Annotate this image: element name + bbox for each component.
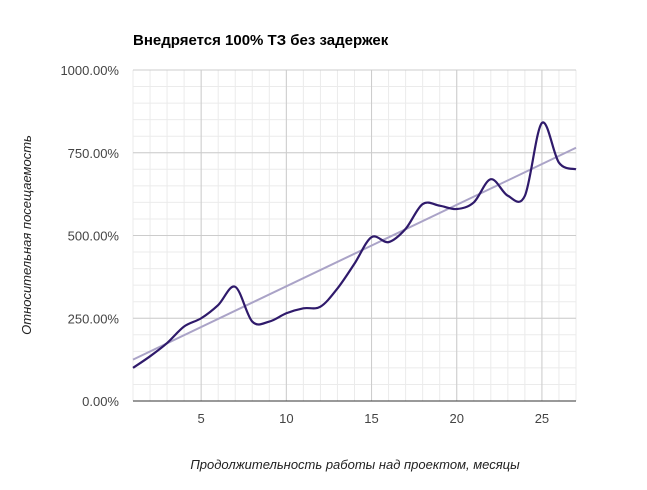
y-tick-label: 500.00% xyxy=(68,229,120,244)
series-line-attendance xyxy=(132,121,577,369)
trend-line xyxy=(132,146,577,361)
y-tick-label: 0.00% xyxy=(82,394,119,409)
y-axis-ticks: 0.00% 250.00% 500.00% 750.00% 1000.00% xyxy=(60,63,119,409)
x-tick-label: 20 xyxy=(449,411,463,426)
trend-line-group xyxy=(132,146,577,361)
x-tick-label: 15 xyxy=(364,411,378,426)
x-tick-label: 10 xyxy=(279,411,293,426)
x-axis-title: Продолжительность работы над проектом, м… xyxy=(190,457,520,472)
series-line-group xyxy=(132,121,577,369)
y-tick-label: 1000.00% xyxy=(60,63,119,78)
x-tick-label: 5 xyxy=(198,411,205,426)
chart-title: Внедряется 100% ТЗ без задержек xyxy=(133,32,389,49)
x-tick-label: 25 xyxy=(535,411,549,426)
y-tick-label: 750.00% xyxy=(68,146,120,161)
x-axis-ticks: 5 10 15 20 25 xyxy=(198,411,550,426)
y-axis-title: Относительная посещаемость xyxy=(19,135,34,335)
y-tick-label: 250.00% xyxy=(68,311,120,326)
